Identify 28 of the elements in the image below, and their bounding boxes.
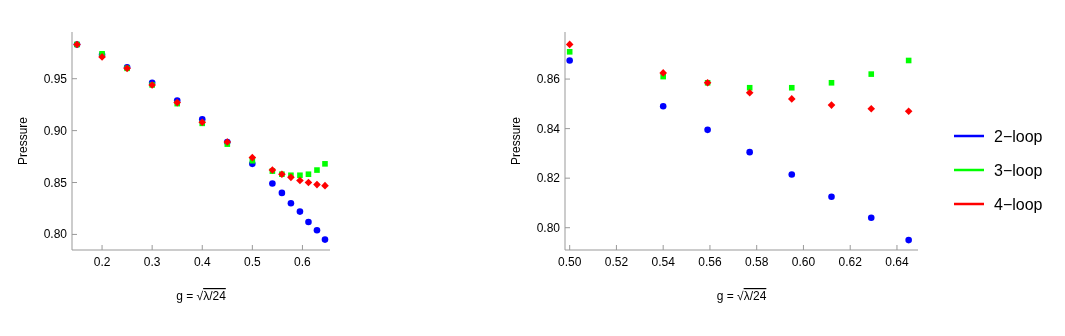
y-axis-title: Pressure [16, 116, 30, 166]
x-tick-label: 0.64 [885, 255, 909, 269]
x-tick-label: 0.52 [604, 255, 629, 269]
x-tick-label: 0.58 [745, 255, 769, 269]
x-tick-label: 0.6 [294, 255, 312, 269]
y-tick-label: 0.95 [43, 71, 68, 86]
y-tick-label: 0.80 [43, 227, 68, 242]
y-tick-label: 0.86 [536, 72, 561, 87]
x-tick-label: 0.4 [193, 255, 211, 269]
y-tick-label: 0.80 [536, 220, 561, 235]
x-tick-label: 0.56 [698, 255, 722, 269]
x-tick-label: 0.50 [558, 255, 582, 269]
x-axis-title: g = √λ/24 [176, 289, 227, 303]
legend-label: 3−loop [994, 162, 1043, 179]
y-tick-label: 0.85 [43, 175, 68, 190]
y-axis-title: Pressure [509, 116, 523, 166]
x-tick-label: 0.62 [838, 255, 863, 269]
x-tick-label: 0.5 [244, 255, 262, 269]
x-tick-label: 0.3 [143, 255, 161, 269]
x-axis-title: g = √λ/24 [716, 289, 767, 303]
x-tick-label: 0.54 [651, 255, 676, 269]
x-tick-label: 0.2 [93, 255, 111, 269]
y-tick-label: 0.82 [536, 171, 561, 186]
y-tick-label: 0.90 [43, 123, 68, 138]
legend-label: 2−loop [994, 128, 1043, 145]
y-tick-label: 0.84 [536, 121, 561, 136]
legend-label: 4−loop [994, 196, 1043, 213]
x-tick-label: 0.60 [791, 255, 816, 269]
